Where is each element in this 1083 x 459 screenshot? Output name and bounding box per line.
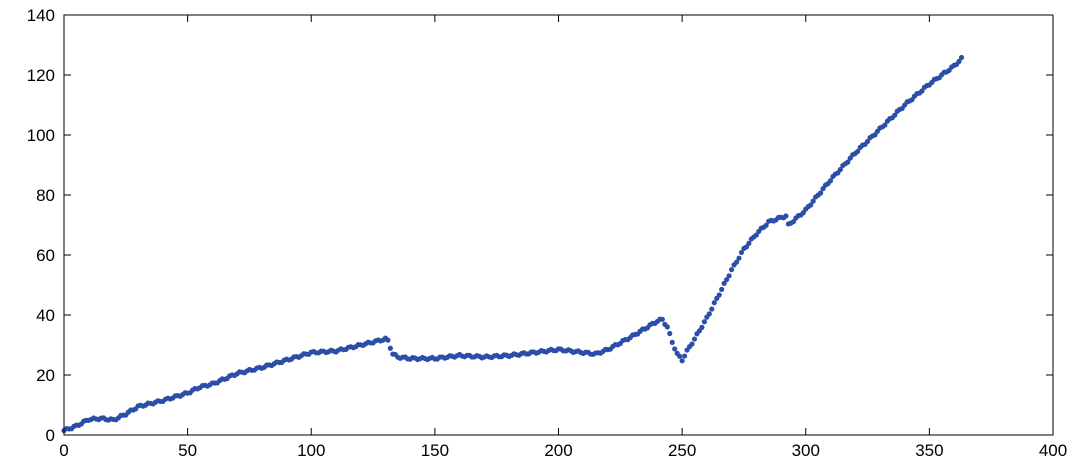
data-point: [387, 345, 393, 351]
data-point: [810, 198, 816, 204]
data-point: [733, 259, 740, 265]
data-point: [691, 336, 698, 342]
data-point: [845, 159, 851, 165]
y-axis: 0 20 40 60 80 100 120 140: [27, 6, 1053, 445]
x-tick-label: 400: [1039, 441, 1067, 459]
data-point: [882, 122, 888, 128]
data-point: [783, 213, 789, 219]
y-tick-label: 80: [36, 186, 55, 205]
data-point: [728, 267, 735, 273]
x-tick-label: 300: [792, 441, 820, 459]
y-tick-label: 140: [27, 6, 55, 25]
data-point: [726, 273, 732, 279]
x-tick-label: 350: [915, 441, 943, 459]
data-point: [699, 324, 705, 330]
data-point: [716, 292, 722, 298]
data-point: [672, 346, 678, 352]
data-point: [763, 222, 769, 228]
data-point: [689, 341, 695, 347]
data-point: [817, 190, 824, 196]
x-tick-label: 250: [668, 441, 696, 459]
data-point: [682, 353, 688, 359]
data-point: [736, 255, 742, 261]
data-point: [919, 88, 925, 94]
data-point: [701, 319, 707, 325]
data-point: [958, 54, 965, 61]
plot-area: [63, 14, 1054, 436]
data-point: [864, 138, 871, 145]
x-axis: 0 50 100 150 200 250 300 350 400: [59, 15, 1067, 459]
y-tick-label: 120: [27, 66, 55, 85]
plot-frame: [63, 14, 1054, 436]
data-point: [659, 316, 665, 322]
data-point: [892, 112, 898, 118]
x-tick-label: 0: [59, 441, 68, 459]
x-tick-label: 50: [178, 441, 197, 459]
data-point: [808, 202, 814, 208]
data-point: [724, 277, 730, 283]
data-point: [721, 280, 727, 286]
data-point: [669, 339, 675, 345]
data-point: [855, 148, 861, 155]
data-point: [956, 58, 962, 64]
data-point: [800, 210, 806, 216]
data-point: [827, 178, 834, 184]
data-point: [837, 166, 843, 173]
data-point: [667, 330, 673, 337]
x-tick-label: 100: [297, 441, 325, 459]
y-tick-label: 100: [27, 126, 55, 145]
x-tick-label: 150: [421, 441, 449, 459]
y-tick-label: 60: [36, 246, 55, 265]
y-tick-label: 20: [36, 366, 55, 385]
data-point: [385, 337, 391, 343]
data-point: [679, 358, 685, 364]
x-tick-label: 200: [544, 441, 572, 459]
data-point: [746, 240, 752, 246]
data-point: [677, 353, 683, 359]
data-point: [790, 219, 796, 225]
data-point: [706, 311, 712, 317]
y-tick-label: 40: [36, 306, 55, 325]
data-point: [711, 300, 717, 306]
data-point: [664, 324, 670, 330]
data-point: [753, 232, 759, 238]
data-points: [61, 54, 965, 434]
y-tick-label: 0: [46, 426, 55, 445]
data-point: [719, 286, 725, 292]
data-point: [709, 306, 715, 312]
data-point: [738, 249, 745, 256]
